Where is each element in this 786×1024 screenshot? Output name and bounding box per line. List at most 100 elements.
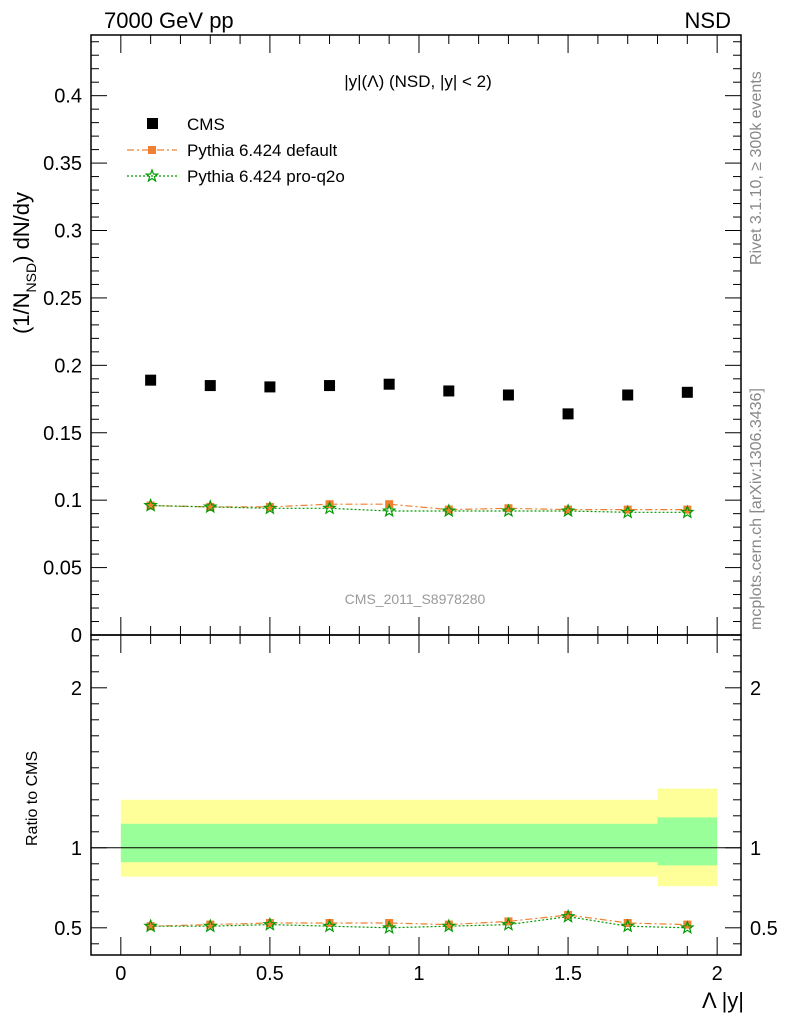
- mcplots-label: mcplots.cern.ch [arXiv:1306.3436]: [748, 388, 765, 630]
- ratio-pythia-pro-q2o-point: [679, 920, 695, 935]
- ratio-pythia-pro-q2o-point: [202, 918, 218, 933]
- main-plot-marks: [143, 374, 695, 519]
- ratio-y-tick-label-right: 0.5: [750, 918, 778, 940]
- cms-data-point: [383, 378, 395, 390]
- ratio-plot: 0.5 0.5 1 1 2 2 0 0.5 1 1.5 2 Ratio to CMS Λ |y|: [24, 634, 778, 1013]
- cms-data-point: [681, 386, 693, 398]
- pythia-default-point: [325, 500, 334, 509]
- ratio-uncertainty-bands: [120, 788, 718, 887]
- legend-pro-q2o-label: Pythia 6.424 pro-q2o: [187, 167, 345, 186]
- pythia-default-point: [564, 505, 573, 514]
- pythia-default-point: [146, 501, 155, 510]
- stat-uncertainty-band: [657, 817, 718, 866]
- ratio-pythia-pro-q2o-point: [381, 920, 397, 935]
- y-axis-label-tail: ) dN/dy: [9, 192, 34, 263]
- ratio-pythia-pro-q2o-point: [560, 908, 576, 923]
- ratio-y-axis-label: Ratio to CMS: [24, 751, 41, 846]
- pythia-pro-q2o-point: [322, 500, 337, 515]
- y-tick-label: 0: [71, 625, 82, 647]
- ratio-pythia-pro-q2o-point: [441, 918, 457, 933]
- cms-data-point: [562, 408, 574, 420]
- ratio-plot-axes: 0.5 0.5 1 1 2 2 0 0.5 1 1.5 2: [54, 635, 778, 985]
- ratio-y-tick-label: 2: [71, 678, 82, 700]
- legend-pro-q2o-marker: [144, 168, 160, 183]
- ratio-pythia-pro-q2o-point: [262, 916, 278, 931]
- legend-default-marker: [148, 146, 156, 154]
- ratio-plot-marks: [143, 908, 695, 935]
- legend-item-pythia-pro-q2o: Pythia 6.424 pro-q2o: [127, 167, 345, 186]
- pythia-pro-q2o-point: [560, 503, 576, 518]
- y-tick-label: 0.25: [43, 288, 82, 310]
- legend: CMS Pythia 6.424 default Pythia 6.424 pr…: [127, 115, 345, 186]
- ratio-pythia-default-point: [206, 920, 215, 929]
- y-tick-label: 0.4: [54, 86, 82, 108]
- stat-uncertainty-band: [120, 823, 658, 863]
- ratio-pythia-default-point: [325, 919, 334, 927]
- ratio-y-tick-label-right: 2: [750, 678, 761, 700]
- ratio-pythia-pro-q2o-point: [322, 918, 337, 933]
- y-tick-label: 0.1: [54, 490, 82, 512]
- cms-data-point: [324, 380, 336, 392]
- y-tick-label: 0.15: [43, 423, 82, 445]
- y-tick-label: 0.3: [54, 221, 82, 243]
- legend-item-cms: CMS: [147, 115, 225, 134]
- ratio-pythia-pro-q2o-point: [501, 916, 516, 931]
- x-tick-label: 2: [712, 963, 723, 985]
- energy-label: 7000 GeV pp: [104, 8, 234, 33]
- cms-data-point: [443, 385, 455, 397]
- pythia-pro-q2o-point: [262, 500, 278, 515]
- x-tick-label: 1: [413, 963, 424, 985]
- ratio-pythia-default-point: [146, 922, 155, 931]
- ratio-pythia-pro-q2o-point: [143, 918, 158, 933]
- pythia-pro-q2o-point: [679, 504, 695, 519]
- rivet-label: Rivet 3.1.10, ≥ 300k events: [748, 71, 765, 265]
- ratio-pythia-default-point: [444, 920, 453, 929]
- analysis-id: CMS_2011_S8978280: [345, 591, 486, 607]
- y-axis-label: (1/NNSD) dN/dy: [9, 192, 39, 334]
- y-tick-label: 0.35: [43, 153, 82, 175]
- cms-data-point: [622, 389, 634, 401]
- legend-default-label: Pythia 6.424 default: [187, 141, 338, 160]
- cms-data-point: [145, 374, 157, 386]
- y-axis-label-main: (1/N: [9, 292, 34, 334]
- cms-data-point: [204, 380, 216, 392]
- ratio-pythia-default-point: [623, 919, 632, 927]
- ratio-y-tick-label: 1: [71, 838, 82, 860]
- y-tick-label: 0.05: [43, 558, 82, 580]
- pythia-default-point: [623, 505, 632, 514]
- y-tick-label: 0.2: [54, 355, 82, 377]
- pythia-default-point: [444, 505, 453, 514]
- main-plot: 0 0.05 0.1 0.15 0.2 0.25 0.3 0.35 0.4 |y|(Λ) (NS…: [9, 34, 742, 647]
- plot-title: |y|(Λ) (NSD, |y| < 2): [344, 72, 492, 91]
- ratio-series-line: [150, 914, 688, 927]
- pythia-pro-q2o-point: [202, 499, 218, 514]
- legend-cms-marker: [147, 118, 158, 129]
- pythia-default-point: [504, 504, 513, 513]
- x-tick-label: 1.5: [554, 963, 582, 985]
- series-line: [150, 505, 688, 513]
- pythia-default-point: [206, 502, 215, 511]
- x-axis-label: Λ |y|: [702, 988, 744, 1013]
- ratio-y-tick-label: 0.5: [54, 918, 82, 940]
- ratio-y-tick-label-right: 1: [750, 838, 761, 860]
- ratio-pythia-pro-q2o-point: [620, 918, 636, 933]
- pythia-pro-q2o-point: [143, 497, 158, 512]
- legend-cms-label: CMS: [187, 115, 225, 134]
- ratio-plot-frame: [90, 634, 742, 956]
- pythia-default-point: [683, 505, 692, 514]
- pythia-default-point: [265, 502, 274, 511]
- pythia-pro-q2o-point: [501, 503, 516, 518]
- y-axis-label-sub: NSD: [23, 263, 39, 293]
- x-tick-label: 0.5: [256, 963, 284, 985]
- cms-data-point: [264, 381, 276, 393]
- process-label: NSD: [685, 8, 731, 33]
- cms-data-point: [502, 389, 514, 401]
- ratio-pythia-default-point: [683, 920, 692, 929]
- pythia-pro-q2o-point: [381, 503, 397, 518]
- ratio-pythia-default-point: [564, 911, 573, 919]
- pythia-pro-q2o-point: [441, 503, 457, 518]
- ratio-pythia-default-point: [504, 917, 513, 926]
- pythia-pro-q2o-point: [620, 504, 636, 519]
- legend-item-pythia-default: Pythia 6.424 default: [127, 141, 338, 160]
